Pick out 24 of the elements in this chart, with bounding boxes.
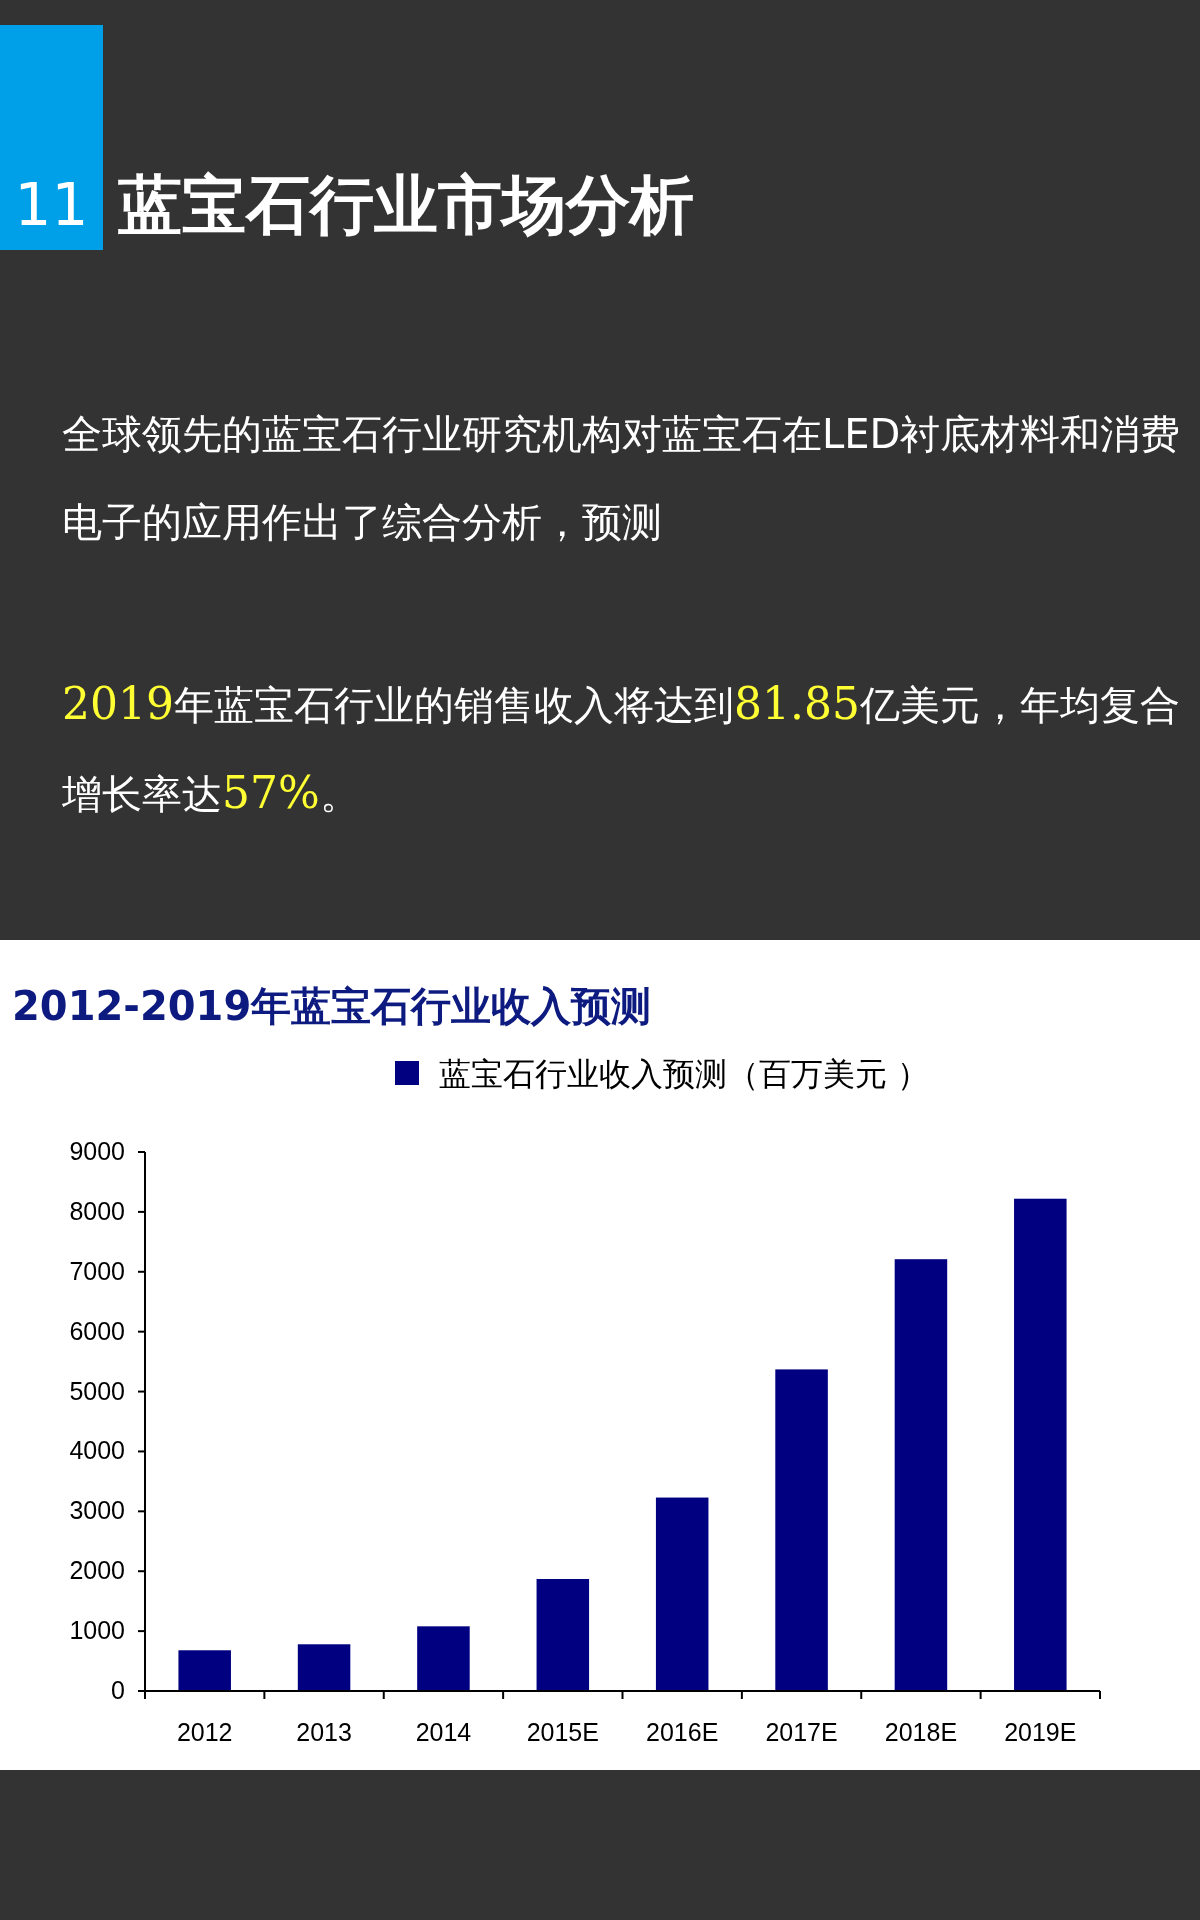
legend-label: 蓝宝石行业收入预测（百万美元 ） — [439, 1055, 930, 1093]
y-tick-label: 7000 — [69, 1256, 125, 1285]
x-tick-label: 2014 — [415, 1718, 472, 1746]
y-tick-label: 4000 — [69, 1436, 125, 1465]
y-tick-label: 8000 — [69, 1196, 125, 1225]
y-tick-label: 0 — [111, 1676, 125, 1704]
x-tick-label: 2017E — [765, 1718, 838, 1746]
y-tick-label: 2000 — [69, 1556, 125, 1585]
y-tick-label: 3000 — [69, 1496, 125, 1525]
chart-title: 2012-2019年蓝宝石行业收入预测 — [12, 983, 652, 1029]
text: 全球领先的蓝宝石行业研究机构对蓝宝石在LED衬底材料和消费电子的应用作出了综合分析，预测 — [62, 410, 1182, 547]
y-tick-label: 9000 — [69, 1137, 125, 1165]
text: 2019年蓝宝石行业的销售收入将达到81.85亿美元，年均复合增长率达57%。 — [62, 678, 1180, 818]
x-tick-label: 2019E — [1004, 1718, 1077, 1746]
text: 蓝宝石行业市场分析 — [118, 167, 694, 244]
y-tick-label: 5000 — [69, 1376, 125, 1405]
y-tick-label: 6000 — [69, 1316, 125, 1345]
x-tick-label: 2015E — [526, 1718, 599, 1746]
x-tick-label: 2016E — [646, 1718, 719, 1746]
x-tick-label: 2013 — [296, 1718, 352, 1746]
x-tick-label: 2018E — [884, 1718, 958, 1746]
y-tick-label: 1000 — [69, 1616, 125, 1645]
text: 11 — [0, 25, 103, 250]
x-tick-label: 2012 — [176, 1718, 233, 1746]
